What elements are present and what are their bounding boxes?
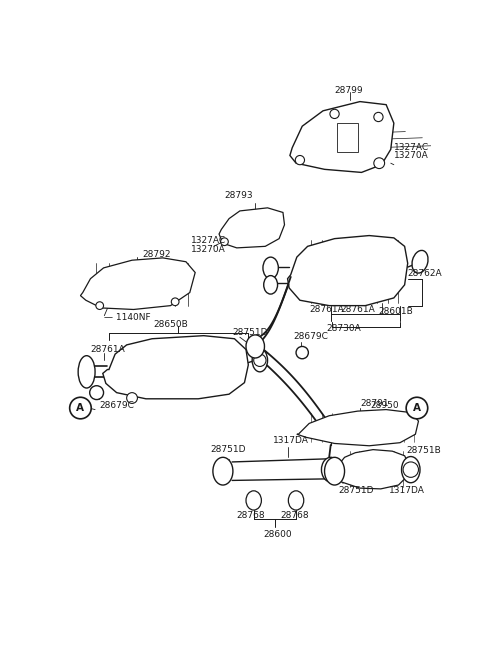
Ellipse shape xyxy=(402,456,420,483)
Circle shape xyxy=(127,392,137,404)
Ellipse shape xyxy=(288,490,304,510)
Circle shape xyxy=(374,158,384,169)
Circle shape xyxy=(171,298,179,305)
Text: 28751B: 28751B xyxy=(406,446,441,455)
Text: 28751D: 28751D xyxy=(232,328,268,337)
Polygon shape xyxy=(103,336,248,399)
Ellipse shape xyxy=(78,356,95,388)
Text: 28751D: 28751D xyxy=(211,445,246,454)
Text: 28950: 28950 xyxy=(371,402,399,410)
Polygon shape xyxy=(337,449,409,489)
Polygon shape xyxy=(297,409,419,446)
Ellipse shape xyxy=(213,457,233,485)
Text: 28679C: 28679C xyxy=(100,402,134,410)
Circle shape xyxy=(90,386,104,400)
Text: 28761A: 28761A xyxy=(90,345,125,354)
Polygon shape xyxy=(288,235,408,305)
Text: 28799: 28799 xyxy=(335,86,363,95)
Text: 13270A: 13270A xyxy=(394,151,429,160)
Ellipse shape xyxy=(322,457,340,482)
Ellipse shape xyxy=(252,349,267,372)
Text: A: A xyxy=(413,403,421,413)
Ellipse shape xyxy=(246,335,264,358)
Text: 1327AC: 1327AC xyxy=(394,143,429,152)
Circle shape xyxy=(254,354,266,366)
Text: 28650B: 28650B xyxy=(154,320,188,330)
Text: 28768: 28768 xyxy=(280,511,309,521)
Text: 28601B: 28601B xyxy=(378,307,413,315)
Ellipse shape xyxy=(264,275,277,294)
Circle shape xyxy=(221,238,228,245)
Text: 28730A: 28730A xyxy=(327,324,361,334)
Ellipse shape xyxy=(263,257,278,279)
Circle shape xyxy=(406,397,428,419)
Text: 28751D: 28751D xyxy=(338,486,374,495)
Text: 1327AC: 1327AC xyxy=(191,235,226,245)
Text: 28762A: 28762A xyxy=(408,269,443,278)
Polygon shape xyxy=(290,101,394,173)
Polygon shape xyxy=(81,258,195,309)
Text: 28792: 28792 xyxy=(142,250,170,258)
Text: 13270A: 13270A xyxy=(191,245,225,254)
Circle shape xyxy=(295,156,304,165)
Circle shape xyxy=(403,462,419,477)
Text: 28679C: 28679C xyxy=(294,332,329,341)
Text: 1317DA: 1317DA xyxy=(273,436,309,445)
Text: 1317DA: 1317DA xyxy=(389,486,425,495)
Ellipse shape xyxy=(246,490,262,510)
Text: — 1140NF: — 1140NF xyxy=(104,313,151,322)
Bar xyxy=(337,123,359,152)
Text: 28791: 28791 xyxy=(360,399,389,408)
Text: 28793: 28793 xyxy=(225,191,253,200)
Text: 28761A: 28761A xyxy=(340,305,375,314)
Circle shape xyxy=(330,109,339,118)
Ellipse shape xyxy=(324,457,345,485)
Text: 28768: 28768 xyxy=(237,511,265,521)
Text: A: A xyxy=(76,403,84,413)
Circle shape xyxy=(96,301,104,309)
Circle shape xyxy=(296,347,308,359)
Circle shape xyxy=(374,112,383,122)
Text: 28761A: 28761A xyxy=(309,305,344,314)
Ellipse shape xyxy=(412,250,428,273)
Polygon shape xyxy=(219,208,285,248)
Circle shape xyxy=(70,397,91,419)
Text: 28600: 28600 xyxy=(263,530,291,539)
